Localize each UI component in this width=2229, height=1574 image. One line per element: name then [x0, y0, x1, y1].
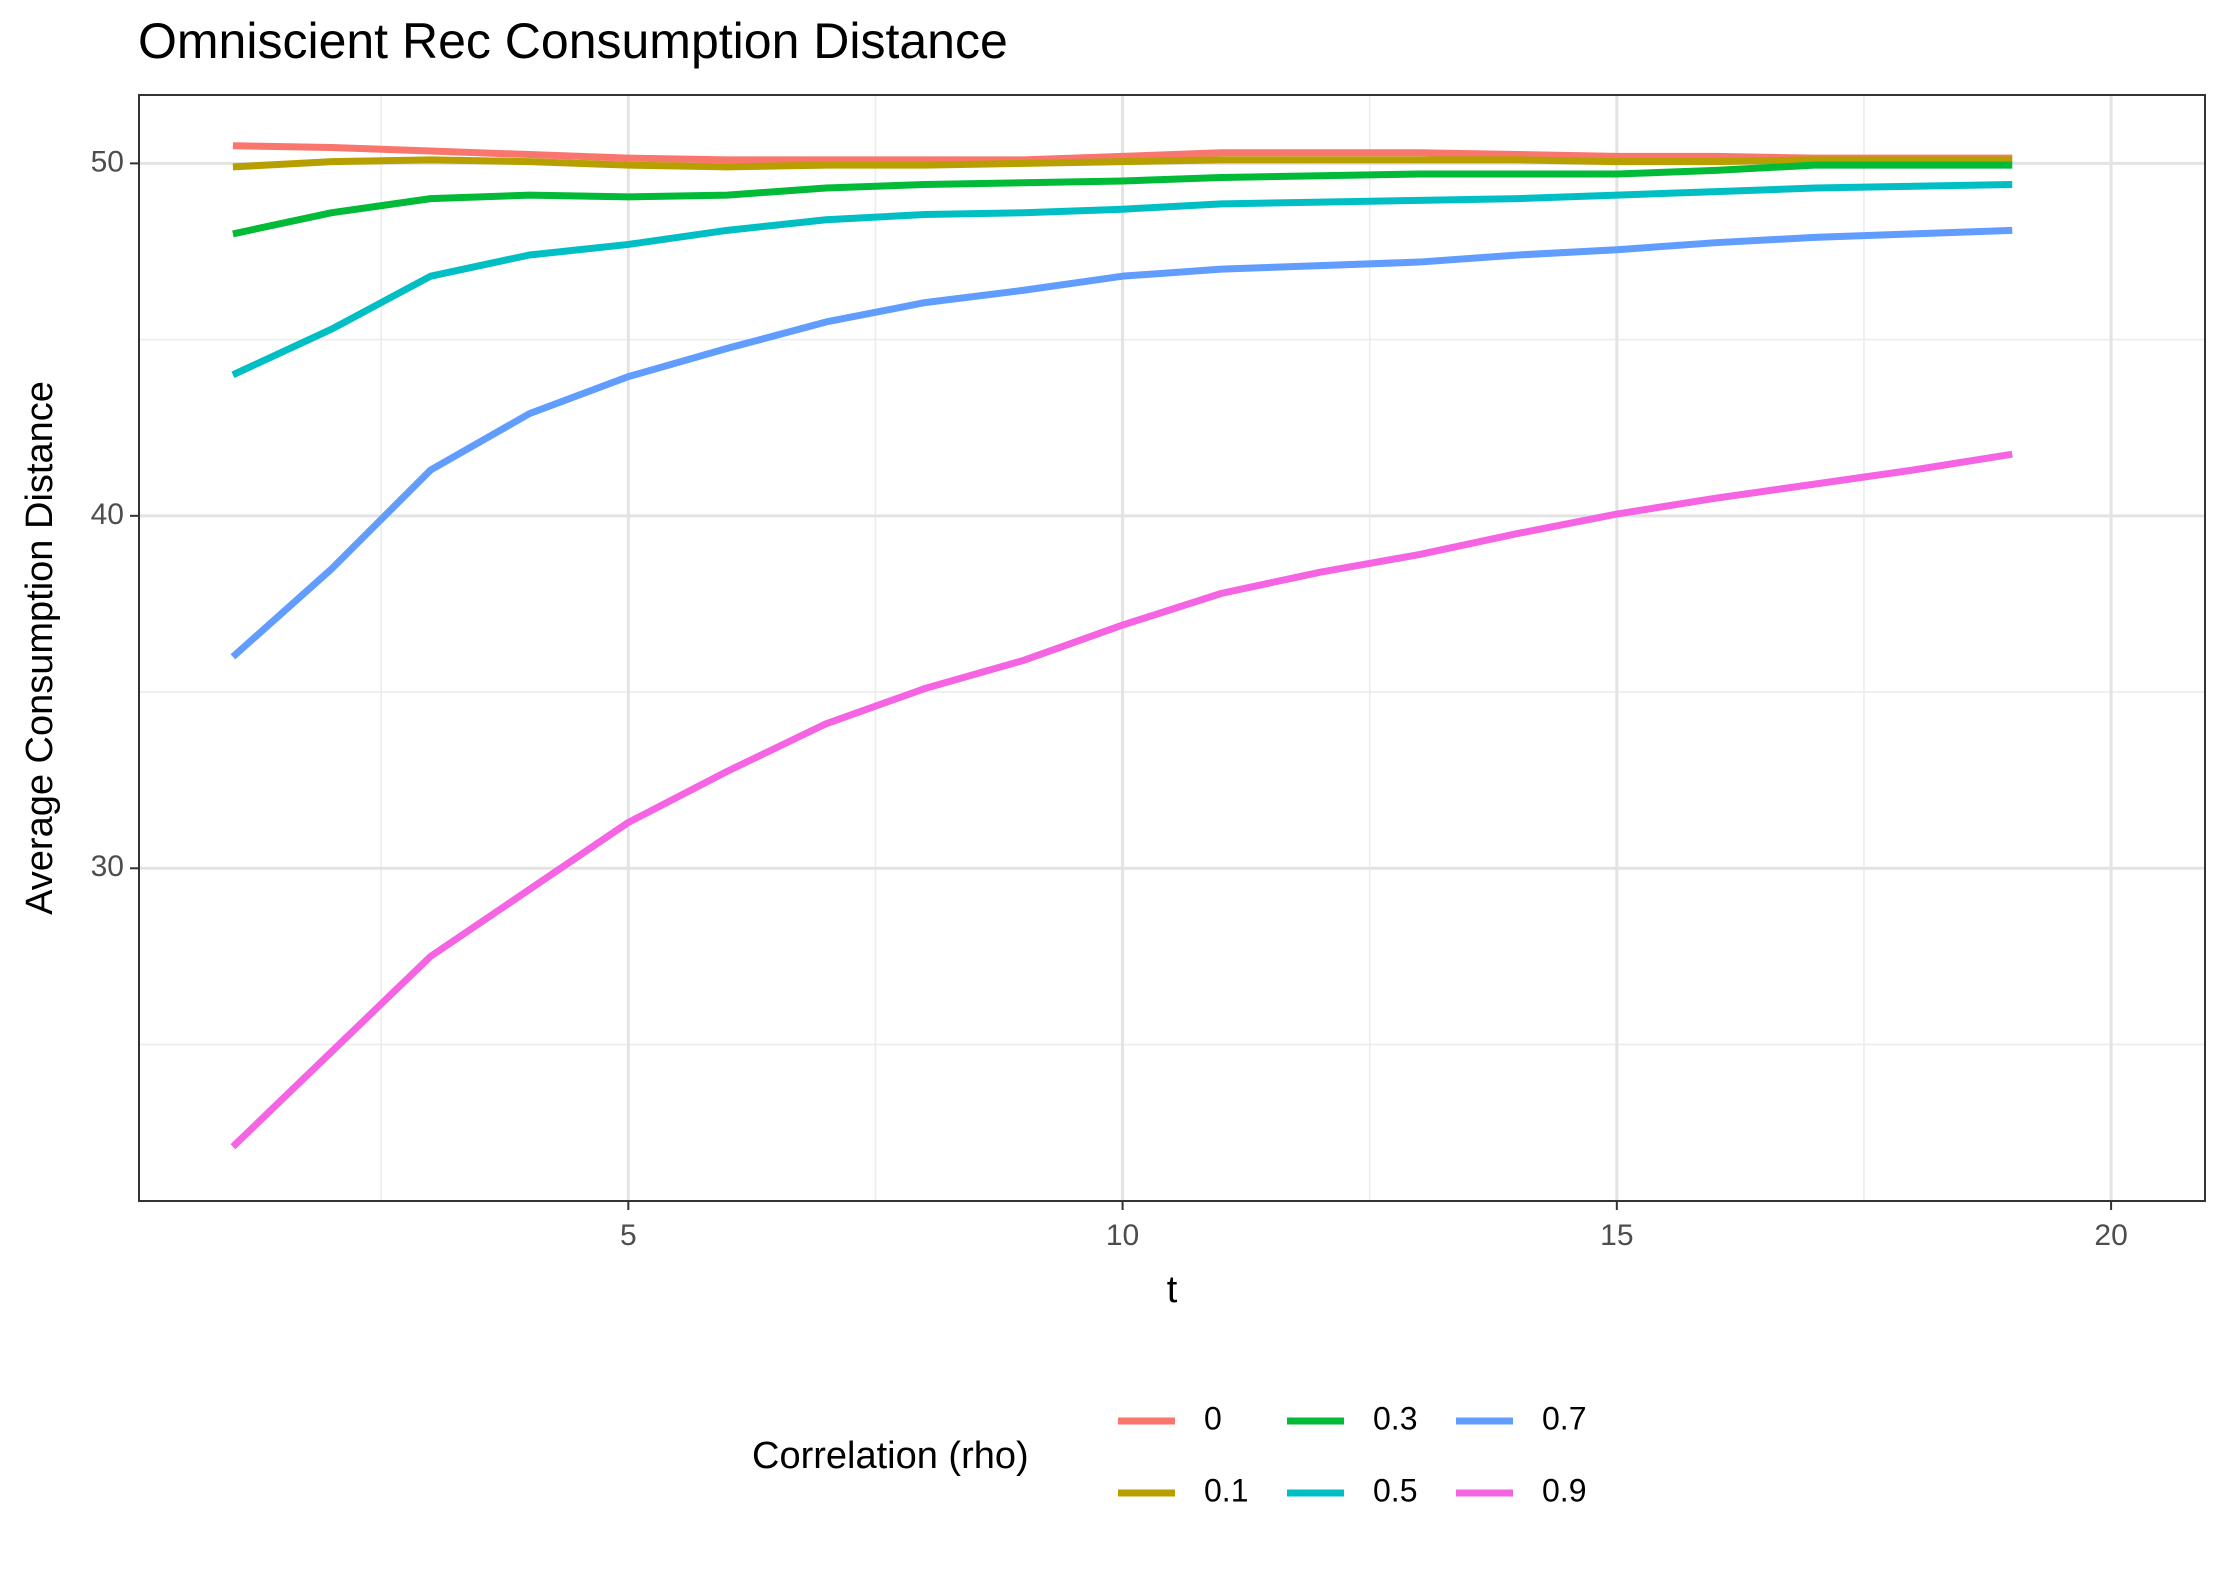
series-line [231, 181, 2013, 379]
legend-label: 0.9 [1542, 1472, 1586, 1508]
x-tick-label: 5 [620, 1219, 637, 1252]
y-tick-label: 50 [91, 145, 124, 178]
legend-label: 0.3 [1373, 1400, 1417, 1436]
x-tick-label: 20 [2094, 1219, 2127, 1252]
series-line [230, 226, 2013, 660]
y-tick-label: 40 [91, 498, 124, 531]
series-line [232, 156, 2013, 171]
legend-title: Correlation (rho) [752, 1435, 1029, 1477]
legend-label: 0.5 [1373, 1472, 1417, 1508]
y-tick-label: 30 [91, 850, 124, 883]
series-line [232, 161, 2013, 238]
legend-label: 0.7 [1542, 1400, 1586, 1436]
legend-label: 0 [1204, 1400, 1222, 1436]
y-axis-title: Average Consumption Distance [19, 381, 61, 915]
plot-border [138, 94, 2206, 1202]
series-line [232, 142, 2013, 164]
x-tick-label: 10 [1106, 1219, 1139, 1252]
x-axis-title: t [1167, 1269, 1178, 1311]
chart-title: Omniscient Rec Consumption Distance [138, 13, 1008, 69]
legend-label: 0.1 [1204, 1472, 1248, 1508]
series-line [230, 450, 2013, 1150]
x-tick-label: 15 [1600, 1219, 1633, 1252]
